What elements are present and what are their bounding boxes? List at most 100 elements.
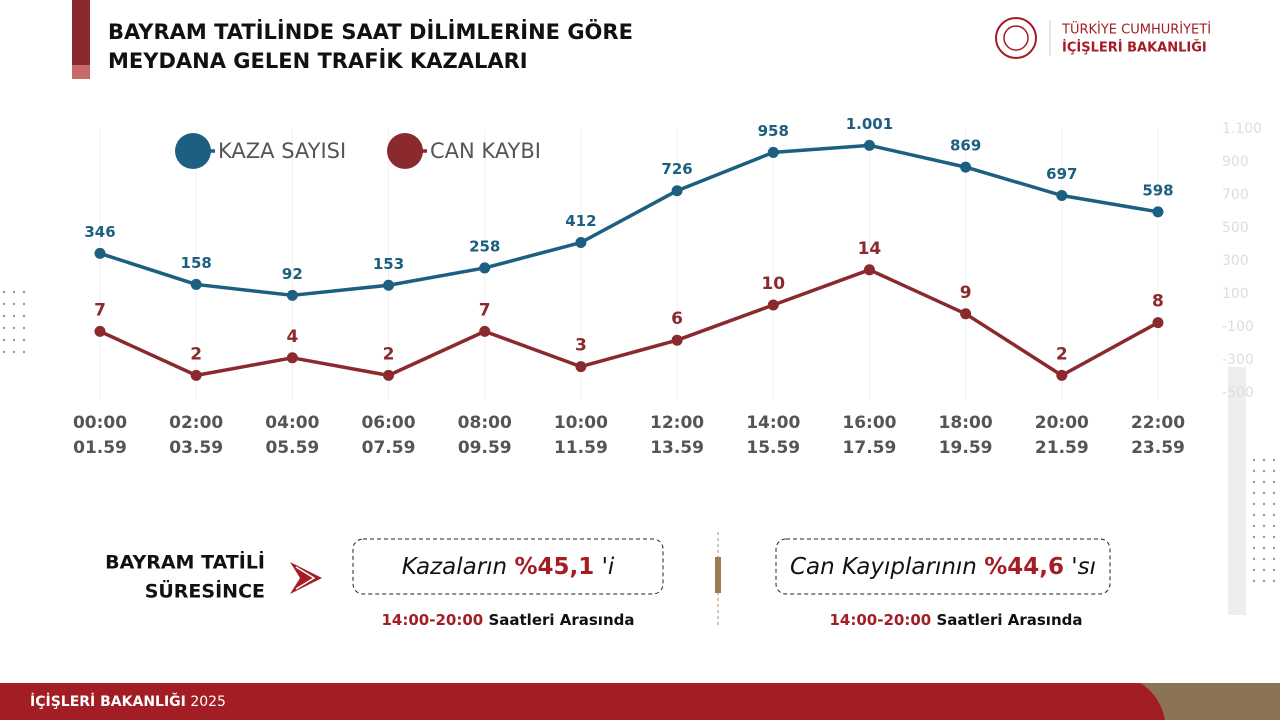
decor-dot xyxy=(2,326,6,330)
decor-dot xyxy=(2,350,6,354)
x-tick-label: 17.59 xyxy=(843,438,897,458)
decor-dot xyxy=(1272,480,1276,484)
decor-dot xyxy=(2,338,6,342)
title: MEYDANA GELEN TRAFİK KAZALARI xyxy=(108,48,528,73)
header-bar xyxy=(72,0,90,65)
series-line xyxy=(99,268,1159,378)
summary-label: SÜRESİNCE xyxy=(145,579,265,603)
decor-dot xyxy=(2,302,6,306)
decor-dot xyxy=(1252,480,1256,484)
y-tick-label: 300 xyxy=(1222,253,1249,269)
y-tick-label: -100 xyxy=(1222,319,1254,335)
data-label: 412 xyxy=(565,212,596,230)
point xyxy=(575,361,587,373)
point xyxy=(1056,369,1068,381)
decor-dot xyxy=(22,314,26,318)
decor-dot xyxy=(22,338,26,342)
data-label: 14 xyxy=(858,239,882,259)
data-label: 9 xyxy=(960,283,972,303)
x-tick-label: 08:00 xyxy=(458,413,512,433)
point xyxy=(94,325,106,337)
decor-dots xyxy=(2,290,1276,583)
x-tick-label: 00:00 xyxy=(73,413,127,433)
summary-note: Saatleri Arasında xyxy=(488,611,634,629)
decor-dot xyxy=(1272,491,1276,495)
decor-dot xyxy=(1252,524,1256,528)
footer-org: İÇİŞLERİ BAKANLIĞI xyxy=(30,692,186,710)
x-tick-label: 05.59 xyxy=(265,438,319,458)
summary-sub: 14:00-20:00 Saatleri Arasında xyxy=(830,611,1083,629)
decor-dot xyxy=(1272,568,1276,572)
decor-dot xyxy=(1272,524,1276,528)
point xyxy=(575,237,587,249)
data-label: 2 xyxy=(1056,344,1068,364)
x-tick-label: 10:00 xyxy=(554,413,608,433)
decor-dot xyxy=(1262,458,1266,462)
summary-time: 14:00-20:00 xyxy=(382,611,484,629)
decor-dot xyxy=(2,290,6,294)
point xyxy=(383,369,395,381)
point xyxy=(479,262,491,274)
data-label: 6 xyxy=(671,309,683,329)
point xyxy=(1152,317,1164,329)
point xyxy=(960,308,972,320)
y-tick-label: -500 xyxy=(1222,385,1254,401)
decor-dot xyxy=(1262,546,1266,550)
summary-value: %44,6 xyxy=(984,554,1064,580)
summary-time: 14:00-20:00 xyxy=(830,611,932,629)
legend-label: CAN KAYBI xyxy=(430,139,541,163)
arrow xyxy=(295,566,316,590)
decor-dot xyxy=(12,350,16,354)
decor-dot xyxy=(1262,535,1266,539)
decor-dot xyxy=(1252,546,1256,550)
title: BAYRAM TATİLİNDE SAAT DİLİMLERİNE GÖRE xyxy=(108,19,633,44)
x-tick-label: 11.59 xyxy=(554,438,608,458)
decor-dot xyxy=(12,326,16,330)
summary-post: 'i xyxy=(602,554,615,580)
logo xyxy=(995,17,1037,59)
point xyxy=(767,299,779,311)
point xyxy=(190,369,202,381)
data-label: 153 xyxy=(373,255,404,273)
y-tick-label: 900 xyxy=(1222,154,1249,170)
decor-dot xyxy=(1252,513,1256,517)
decor-dot xyxy=(1262,557,1266,561)
decor-dot xyxy=(2,314,6,318)
y-tick-label: 100 xyxy=(1222,286,1249,302)
point xyxy=(479,325,491,337)
x-tick-label: 21.59 xyxy=(1035,438,1089,458)
decor-dot xyxy=(1252,568,1256,572)
data-label: 8 xyxy=(1152,292,1164,312)
data-label: 10 xyxy=(761,274,785,294)
data-label: 3 xyxy=(575,336,587,356)
summary-label: BAYRAM TATİLİ xyxy=(105,550,265,574)
decor-dot xyxy=(1262,502,1266,506)
point xyxy=(863,139,875,151)
x-tick-label: 13.59 xyxy=(650,438,704,458)
decor-dot xyxy=(1272,546,1276,550)
point xyxy=(671,334,683,346)
x-tick-label: 07.59 xyxy=(362,438,416,458)
decor-dot xyxy=(12,302,16,306)
decor-dot xyxy=(22,302,26,306)
decor-dot xyxy=(1262,524,1266,528)
x-tick-label: 04:00 xyxy=(265,413,319,433)
decor-dot xyxy=(1262,480,1266,484)
point xyxy=(671,185,683,197)
summary-text: Can Kayıplarının %44,6 'sı xyxy=(790,554,1096,580)
data-label: 697 xyxy=(1046,165,1077,183)
org-name: TÜRKİYE CUMHURİYETİ xyxy=(1061,21,1211,38)
decor-dot xyxy=(1252,502,1256,506)
data-label: 958 xyxy=(758,122,789,140)
summary-post: 'sı xyxy=(1071,554,1096,580)
decor-dot xyxy=(1262,513,1266,517)
summary-value: %45,1 xyxy=(514,554,594,580)
summary-note: Saatleri Arasında xyxy=(936,611,1082,629)
data-label: 346 xyxy=(84,223,115,241)
point xyxy=(286,289,298,301)
data-label: 158 xyxy=(181,254,212,272)
decor-dot xyxy=(22,290,26,294)
decor-dot xyxy=(22,326,26,330)
point xyxy=(767,146,779,158)
